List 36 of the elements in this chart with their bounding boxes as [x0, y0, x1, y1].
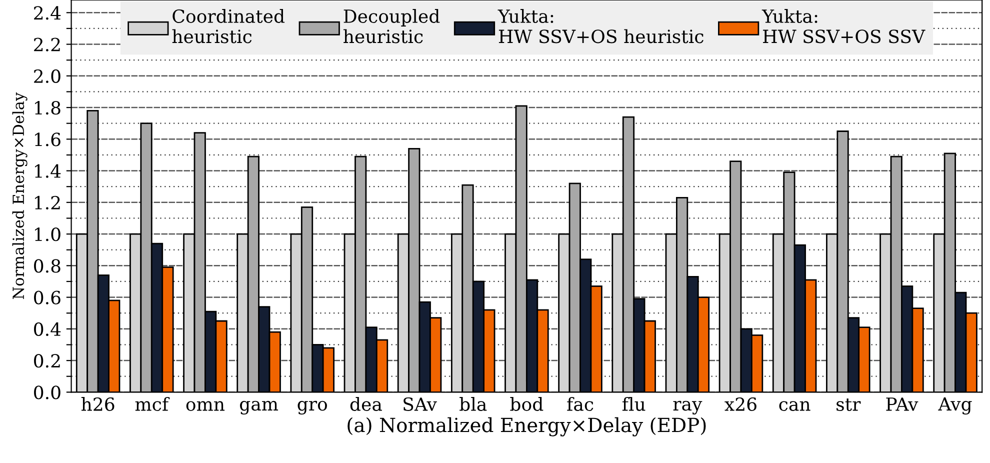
x-tick-label: mcf	[135, 397, 170, 411]
x-tick-label: gam	[240, 400, 278, 414]
y-tick-label: 1.6	[35, 132, 60, 146]
x-tick-label: ray	[673, 400, 702, 414]
y-tick-label: 2.0	[34, 69, 60, 84]
y-tick-label: 1.0	[35, 227, 60, 242]
x-tick-label: SAv	[404, 397, 437, 411]
x-axis-title: (a) Normalized Energy×Delay (EDP)	[348, 417, 706, 436]
x-tick-label: str	[836, 398, 861, 411]
x-tick-label: dea	[350, 397, 382, 411]
x-tick-label: can	[779, 401, 810, 411]
y-tick-label: 1.8	[35, 100, 60, 115]
x-tick-label: PAv	[886, 398, 918, 411]
x-tick-label: x26	[724, 397, 756, 411]
y-tick-label: 0.6	[34, 290, 60, 304]
legend-label: Decoupled heuristic	[343, 9, 440, 44]
y-axis-title: Normalized Energy×Delay	[12, 92, 28, 300]
x-tick-label: bod	[510, 397, 544, 411]
x-tick-label: gro	[298, 400, 327, 414]
y-tick-label: 1.4	[35, 164, 61, 178]
legend-label: Yukta: HW SSV+OS heuristic	[498, 9, 704, 44]
y-tick-label: 2.4	[34, 6, 61, 20]
y-tick-label: 0.2	[34, 354, 60, 368]
x-tick-label: h26	[81, 397, 114, 411]
y-tick-label: 0.0	[34, 386, 60, 400]
x-tick-label: fac	[567, 397, 594, 411]
legend-label: Yukta: HW SSV+OS SSV	[762, 9, 926, 44]
x-tick-label: Avg	[938, 397, 972, 414]
x-tick-label: omn	[186, 401, 225, 411]
legend-label: Coordinated heuristic	[172, 9, 285, 44]
y-tick-label: 0.4	[34, 322, 61, 336]
x-tick-label: bla	[460, 397, 487, 411]
y-tick-label: 1.2	[35, 196, 60, 210]
y-tick-label: 2.2	[34, 38, 60, 52]
x-tick-label: flu	[622, 397, 646, 411]
y-tick-label: 0.8	[34, 259, 60, 273]
